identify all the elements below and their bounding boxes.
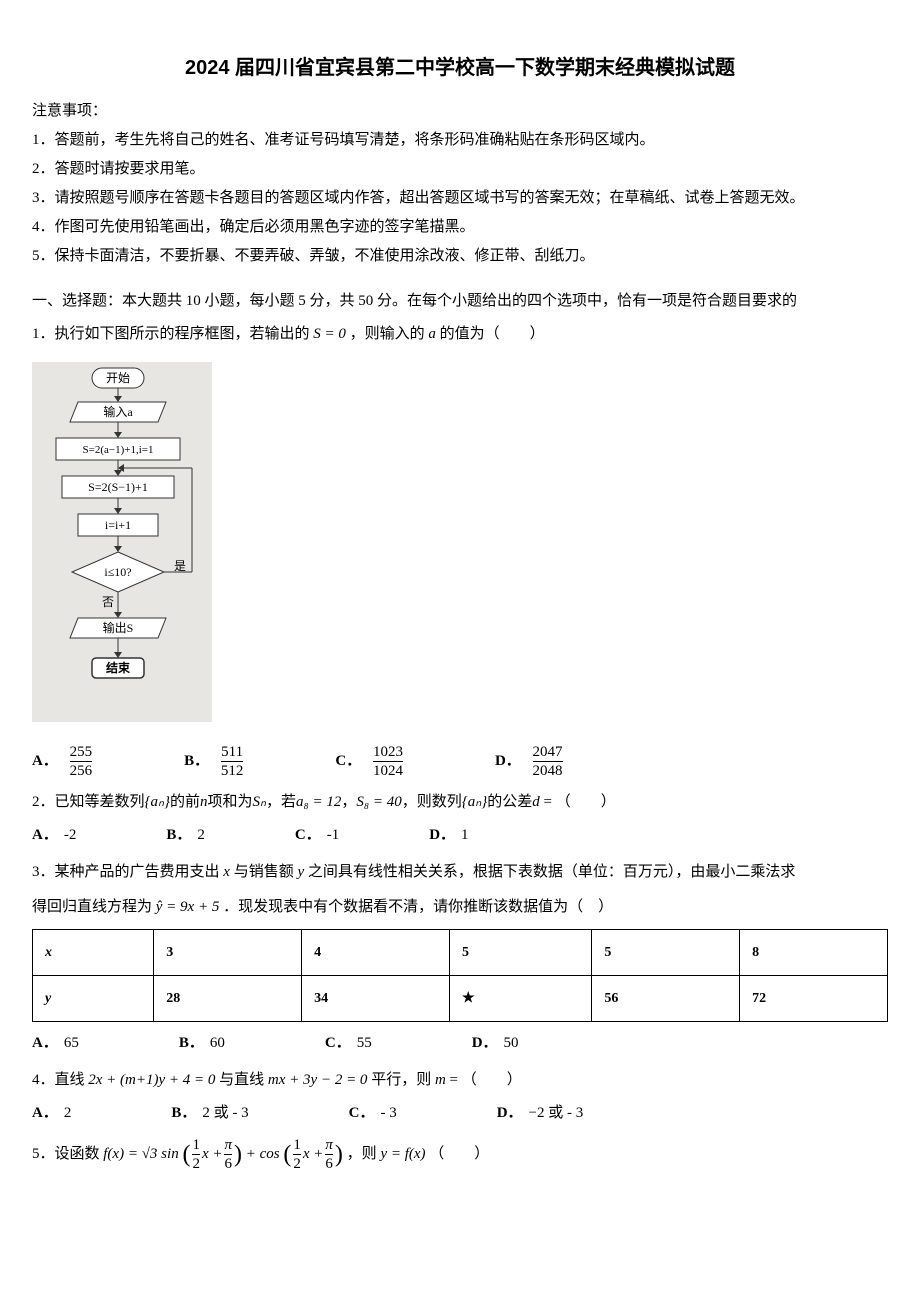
q1-options: A． 255256 B． 511512 C． 10231024 D． 20472… <box>32 744 888 779</box>
q1-opt-b: B． 511512 <box>184 744 245 779</box>
q4-pre: 4．直线 <box>32 1072 85 1088</box>
q1-pre: 1．执行如下图所示的程序框图，若输出的 <box>32 326 310 342</box>
fc-end: 结束 <box>106 660 131 675</box>
q4-m: m <box>435 1072 446 1088</box>
q4-eq1: 2x + (m+1)y + 4 = 0 <box>88 1072 215 1088</box>
notice-3: 3．请按照题号顺序在答题卡各题目的答题区域内作答，超出答题区域书写的答案无效；在… <box>32 185 888 212</box>
question-2: 2．已知等差数列{aₙ}的前n项和为Sₙ，若a₈ = 12，S₈ = 40，则数… <box>32 789 888 816</box>
q2-c2: S₈ = 40 <box>356 794 401 810</box>
fc-yes: 是 <box>174 559 186 573</box>
q3-eq: ŷ = 9x + 5 <box>156 899 220 915</box>
q5-post: ，则 <box>347 1146 377 1162</box>
page-title: 2024 届四川省宜宾县第二中学校高一下数学期末经典模拟试题 <box>32 50 888 86</box>
question-4: 4．直线 2x + (m+1)y + 4 = 0 与直线 mx + 3y − 2… <box>32 1067 888 1094</box>
q2-seq2: {aₙ} <box>462 794 487 810</box>
q2-mid1: 的前 <box>170 794 200 810</box>
q2-opt-c: C．-1 <box>295 822 339 849</box>
q2-mid2: 项和为 <box>208 794 253 810</box>
q2-mid5: ，则数列 <box>402 794 462 810</box>
q1-opt-a: A． 255256 <box>32 744 94 779</box>
q3-l1-mid: 与销售额 <box>234 864 294 880</box>
q4-eqs: = （ ） <box>450 1072 522 1088</box>
q2-n: n <box>200 794 208 810</box>
q1-cond: S = 0 <box>313 326 346 342</box>
q3-x: x <box>223 864 230 880</box>
q3-options: A．65 B．60 C．55 D．50 <box>32 1030 888 1057</box>
notice-2: 2．答题时请按要求用笔。 <box>32 156 888 183</box>
q3-l1-post: 之间具有线性相关关系，根据下表数据（单位：百万元），由最小二乘法求 <box>308 864 796 880</box>
notice-4: 4．作图可先使用铅笔画出，确定后必须用黑色字迹的签字笔描黑。 <box>32 214 888 241</box>
fc-output: 输出S <box>103 620 134 635</box>
q5-pre: 5．设函数 <box>32 1146 100 1162</box>
th-y: y <box>33 976 154 1022</box>
question-1: 1．执行如下图所示的程序框图，若输出的 S = 0 ，则输入的 a 的值为（ ） <box>32 321 888 348</box>
notice-header: 注意事项： <box>32 98 888 125</box>
q2-d: d <box>532 794 540 810</box>
q2-c1: a₈ = 12 <box>296 794 341 810</box>
q4-eq2: mx + 3y − 2 = 0 <box>268 1072 368 1088</box>
q2-mid3: ，若 <box>266 794 296 810</box>
q1-mid: ，则输入的 <box>350 326 425 342</box>
q3-opt-a: A．65 <box>32 1030 79 1057</box>
q2-post: 的公差 <box>487 794 532 810</box>
q5-yfx: y = f(x) <box>380 1146 425 1162</box>
q2-pre: 2．已知等差数列 <box>32 794 145 810</box>
q3-table: x 3 4 5 5 8 y 28 34 ★ 56 72 <box>32 929 888 1022</box>
q2-mid4: ， <box>341 794 356 810</box>
th-x: x <box>33 930 154 976</box>
q4-post: 平行，则 <box>371 1072 431 1088</box>
q2-opt-d: D．1 <box>429 822 468 849</box>
q2-sn: Sₙ <box>253 794 266 810</box>
q3-l1-pre: 3．某种产品的广告费用支出 <box>32 864 220 880</box>
q3-opt-c: C．55 <box>325 1030 372 1057</box>
q4-opt-a: A．2 <box>32 1100 71 1127</box>
q4-opt-b: B．2 或 - 3 <box>171 1100 248 1127</box>
q1-opt-d: D． 20472048 <box>495 744 565 779</box>
flowchart: 开始 输入a S=2(a−1)+1,i=1 S=2(S−1)+1 i=i+1 i… <box>32 362 212 722</box>
q1-post: 的值为（ ） <box>440 326 545 342</box>
question-5: 5．设函数 f(x) = √3 sin (12x +π6) + cos (12x… <box>32 1137 888 1172</box>
q4-mid: 与直线 <box>219 1072 264 1088</box>
fc-step1: S=2(a−1)+1,i=1 <box>83 444 154 456</box>
q4-options: A．2 B．2 或 - 3 C．- 3 D．−2 或 - 3 <box>32 1100 888 1127</box>
notice-1: 1．答题前，考生先将自己的姓名、准考证号码填写清楚，将条形码准确粘贴在条形码区域… <box>32 127 888 154</box>
fc-no: 否 <box>102 595 114 609</box>
q3-l2-pre: 得回归直线方程为 <box>32 899 152 915</box>
q1-opt-c: C． 10231024 <box>335 744 405 779</box>
q2-eq: = （ ） <box>540 794 616 810</box>
fc-start: 开始 <box>106 371 130 385</box>
question-3: 3．某种产品的广告费用支出 x 与销售额 y 之间具有线性相关关系，根据下表数据… <box>32 859 888 921</box>
q3-y: y <box>297 864 304 880</box>
notice-5: 5．保持卡面清洁，不要折暴、不要弄破、弄皱，不准使用涂改液、修正带、刮纸刀。 <box>32 243 888 270</box>
fc-step2: S=2(S−1)+1 <box>88 480 148 494</box>
q5-mid: + cos <box>246 1146 280 1162</box>
q2-opt-b: B．2 <box>166 822 205 849</box>
q5-fx: f(x) = √3 sin <box>103 1146 178 1162</box>
q5-tail: （ ） <box>429 1146 489 1162</box>
table-row-y: y 28 34 ★ 56 72 <box>33 976 888 1022</box>
q2-options: A．-2 B．2 C．-1 D．1 <box>32 822 888 849</box>
section-intro: 一、选择题：本大题共 10 小题，每小题 5 分，共 50 分。在每个小题给出的… <box>32 288 888 315</box>
q1-var: a <box>428 326 436 342</box>
q3-opt-d: D．50 <box>472 1030 519 1057</box>
q2-opt-a: A．-2 <box>32 822 76 849</box>
q2-seq: {aₙ} <box>145 794 170 810</box>
fc-step3: i=i+1 <box>105 518 131 532</box>
q4-opt-d: D．−2 或 - 3 <box>497 1100 584 1127</box>
q4-opt-c: C．- 3 <box>349 1100 397 1127</box>
q3-opt-b: B．60 <box>179 1030 225 1057</box>
fc-input: 输入a <box>103 404 133 419</box>
table-row-x: x 3 4 5 5 8 <box>33 930 888 976</box>
fc-cond: i≤10? <box>104 565 131 579</box>
q3-l2-post: ．现发现表中有个数据看不清，请你推断该数据值为（ ） <box>223 899 613 915</box>
